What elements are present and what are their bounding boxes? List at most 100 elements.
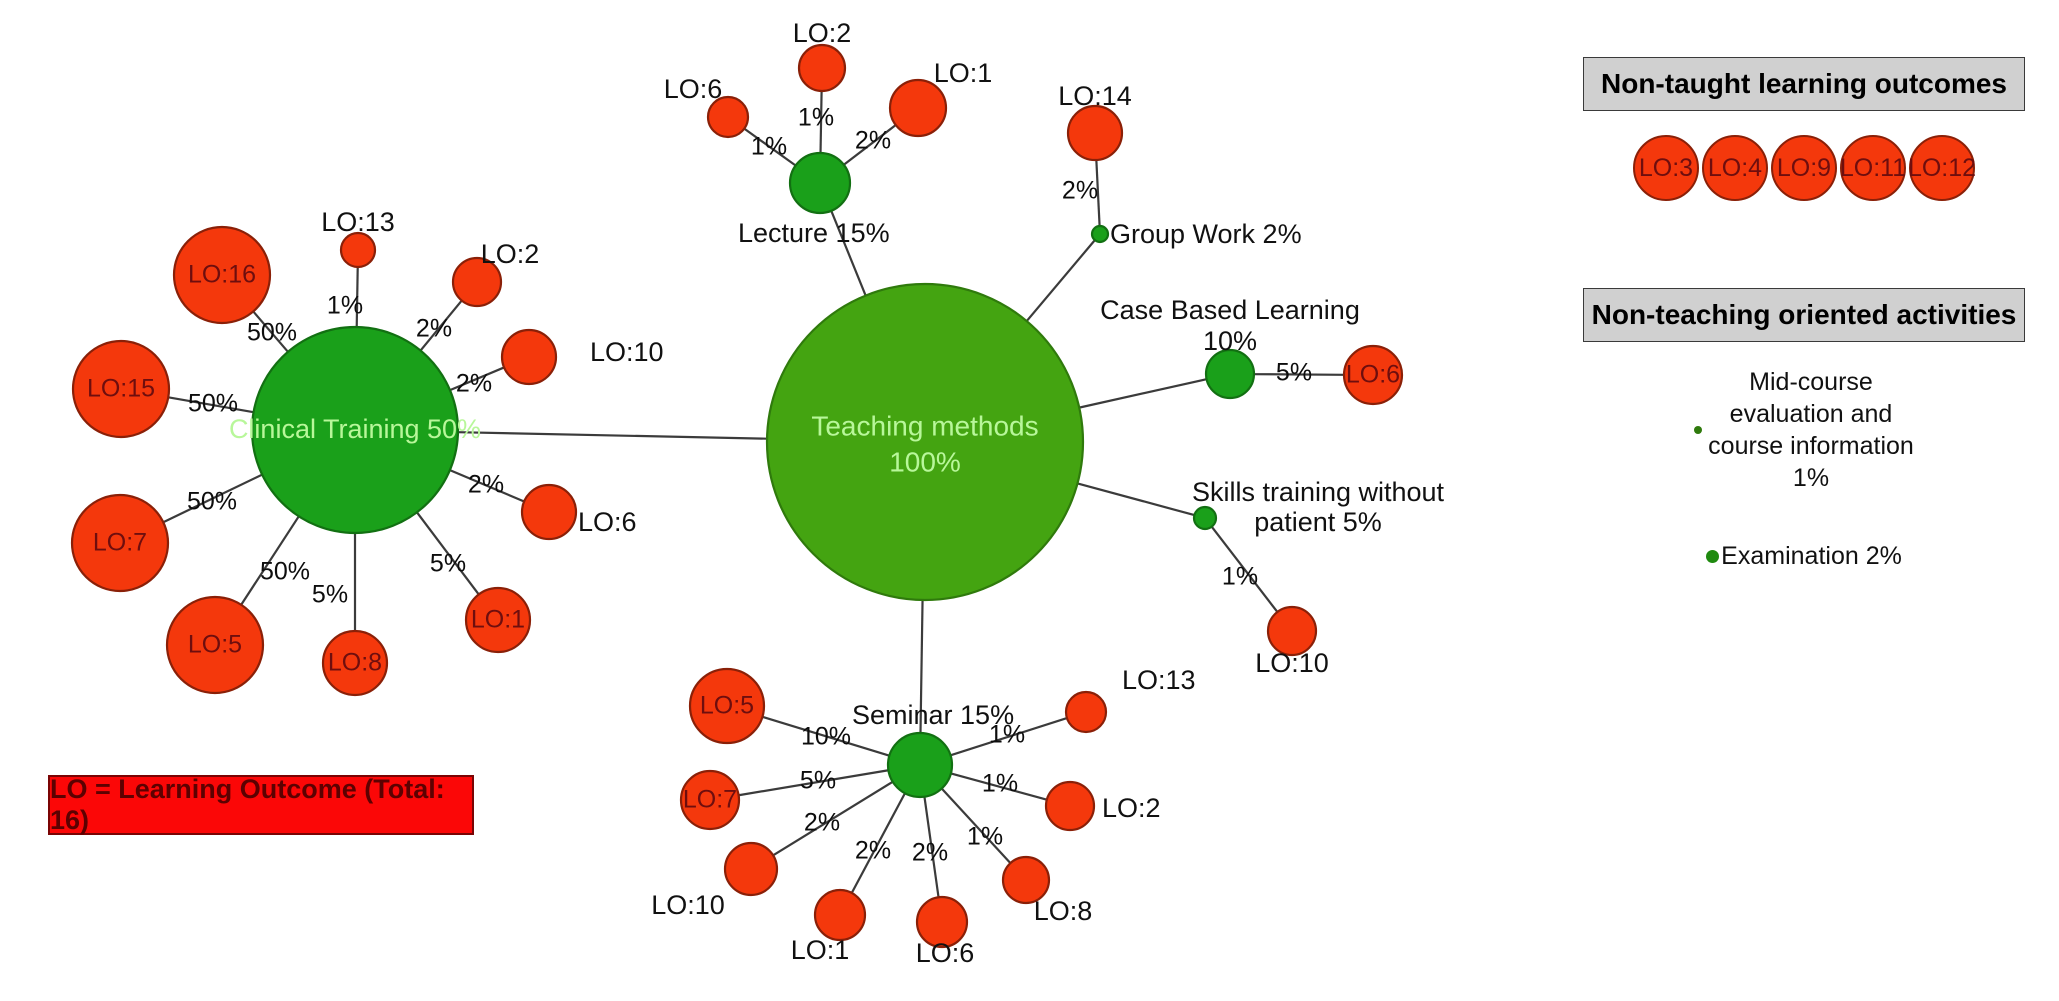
node-circle[interactable] (886, 731, 954, 799)
node-ct-lo16[interactable]: LO:16 (172, 225, 272, 325)
non-taught-lo-chip: LO:9 (1771, 135, 1837, 201)
node-circle[interactable] (520, 483, 578, 541)
node-circle[interactable] (1066, 104, 1124, 162)
non-taught-lo-chip: LO:3 (1633, 135, 1699, 201)
node-sem-lo8[interactable]: LO:8 (1001, 855, 1093, 926)
node-sem-lo5[interactable]: LO:5 (688, 667, 766, 745)
node-ct-lo2[interactable]: LO:2 (451, 239, 539, 308)
node-label: LO:10 (1255, 648, 1329, 678)
node-circle[interactable] (250, 325, 460, 535)
node-lecture[interactable]: Lecture 15% (738, 151, 890, 248)
node-label: LO:6 (578, 507, 637, 537)
node-sem-lo6[interactable]: LO:6 (915, 895, 975, 968)
node-ct-lo1[interactable]: LO:1 (464, 586, 532, 654)
node-clinical-training[interactable]: Clinical Training 50% (229, 325, 481, 535)
node-label: LO:15 (87, 375, 155, 403)
node-circle[interactable] (1266, 605, 1318, 657)
node-circle[interactable] (788, 151, 852, 215)
edge-seminar-to-sem-lo13: 1% (950, 717, 1068, 757)
node-circle[interactable] (1044, 780, 1096, 832)
node-circle[interactable] (813, 888, 867, 942)
node-circle[interactable] (765, 282, 1085, 602)
node-circle[interactable] (1090, 224, 1110, 244)
node-circle[interactable] (1342, 344, 1404, 406)
node-circle[interactable] (679, 769, 741, 831)
node-ct-lo5[interactable]: LO:5 (165, 595, 265, 695)
node-circle[interactable] (723, 841, 779, 897)
node-circle[interactable] (1204, 348, 1256, 400)
node-circle[interactable] (464, 586, 532, 654)
node-root[interactable]: Teaching methods 100% (765, 282, 1085, 602)
node-seminar[interactable]: Seminar 15% (852, 700, 1014, 799)
node-circle[interactable] (339, 231, 377, 269)
node-circle[interactable] (688, 667, 766, 745)
node-circle[interactable] (797, 43, 847, 93)
edge-seminar-to-sem-lo2: 1% (950, 770, 1048, 801)
edge-line (162, 473, 263, 524)
edge-weight-label: 2% (1062, 177, 1098, 205)
edge-clinical-training-to-ct-lo2: 2% (416, 299, 463, 352)
edge-line (919, 599, 924, 734)
node-label: LO:8 (328, 649, 382, 677)
node-ct-lo10[interactable]: LO:10 (500, 328, 664, 386)
node-circle[interactable] (915, 895, 969, 949)
node-label: LO:13 (1122, 665, 1196, 695)
node-sem-lo10[interactable]: LO:10 (651, 841, 779, 920)
node-circle[interactable] (1192, 505, 1218, 531)
node-ct-lo15[interactable]: LO:15 (71, 339, 171, 439)
node-circle[interactable] (165, 595, 265, 695)
node-sem-lo7[interactable]: LO:7 (679, 769, 741, 831)
nodes-layer: LO:16 LO:15 LO:7 LO:5 LO:8 LO:1 LO:13 LO:2 LO:10… (70, 18, 1445, 968)
node-skl-lo10[interactable]: LO:10 (1255, 605, 1329, 678)
edge-weight-label: 5% (1276, 359, 1312, 387)
node-sem-lo1[interactable]: LO:1 (791, 888, 867, 965)
edges-layer: 50%50%50%50%5%5%1%2%2%2%1%1%2%2%5%1%10%5… (162, 90, 1345, 898)
node-circle[interactable] (1001, 855, 1051, 905)
node-circle[interactable] (172, 225, 272, 325)
node-circle[interactable] (70, 493, 170, 593)
node-circle[interactable] (1064, 690, 1108, 734)
node-group-work[interactable]: Group Work 2% (1090, 219, 1302, 249)
edge-weight-label: 1% (798, 104, 834, 132)
legend-non-teaching-panel: Non-teaching oriented activities Mid-cou… (1583, 288, 2025, 571)
node-ct-lo13[interactable]: LO:13 (321, 207, 395, 269)
activity-mid-course-label: Mid-course evaluation and course informati… (1708, 368, 1914, 492)
node-cbl-lo6[interactable]: LO:6 (1342, 344, 1404, 406)
node-circle[interactable] (71, 339, 171, 439)
node-label: LO:8 (1034, 896, 1093, 926)
edge-weight-label: 1% (1222, 563, 1258, 591)
node-ct-lo8[interactable]: LO:8 (321, 629, 389, 697)
node-circle[interactable] (706, 95, 750, 139)
node-sem-lo2[interactable]: LO:2 (1044, 780, 1161, 832)
edge-weight-label: 2% (804, 809, 840, 837)
edge-weight-label: 50% (188, 390, 238, 418)
node-circle[interactable] (451, 256, 503, 308)
edge-line (819, 90, 823, 154)
edge-line (252, 310, 289, 353)
node-gw-lo14[interactable]: LO:14 (1058, 81, 1132, 162)
node-ct-lo7[interactable]: LO:7 (70, 493, 170, 593)
node-sem-lo13[interactable]: LO:13 (1064, 665, 1196, 734)
node-lec-lo6[interactable]: LO:6 (664, 74, 750, 139)
node-circle[interactable] (500, 328, 558, 386)
node-label: LO:6 (1346, 361, 1400, 389)
node-circle[interactable] (888, 78, 948, 138)
edge-line (940, 787, 1012, 864)
node-lec-lo1[interactable]: LO:1 (888, 58, 993, 138)
edge-weight-label: 1% (989, 721, 1025, 749)
edge-skills-training-to-skl-lo10: 1% (1210, 526, 1279, 613)
node-label: LO:1 (934, 58, 993, 88)
node-label: LO:5 (188, 631, 242, 659)
node-ct-lo6[interactable]: LO:6 (520, 483, 637, 541)
edge-clinical-training-to-ct-lo7: 50% (162, 473, 263, 524)
node-circle[interactable] (321, 629, 389, 697)
edge-line (743, 127, 797, 167)
node-label-line2: patient 5% (1254, 507, 1382, 537)
edge-line (168, 396, 254, 414)
edge-line (830, 210, 867, 296)
node-lec-lo2[interactable]: LO:2 (793, 18, 852, 93)
legend-non-taught-header: Non-taught learning outcomes (1583, 57, 2025, 111)
green-dot-icon (1706, 550, 1720, 563)
